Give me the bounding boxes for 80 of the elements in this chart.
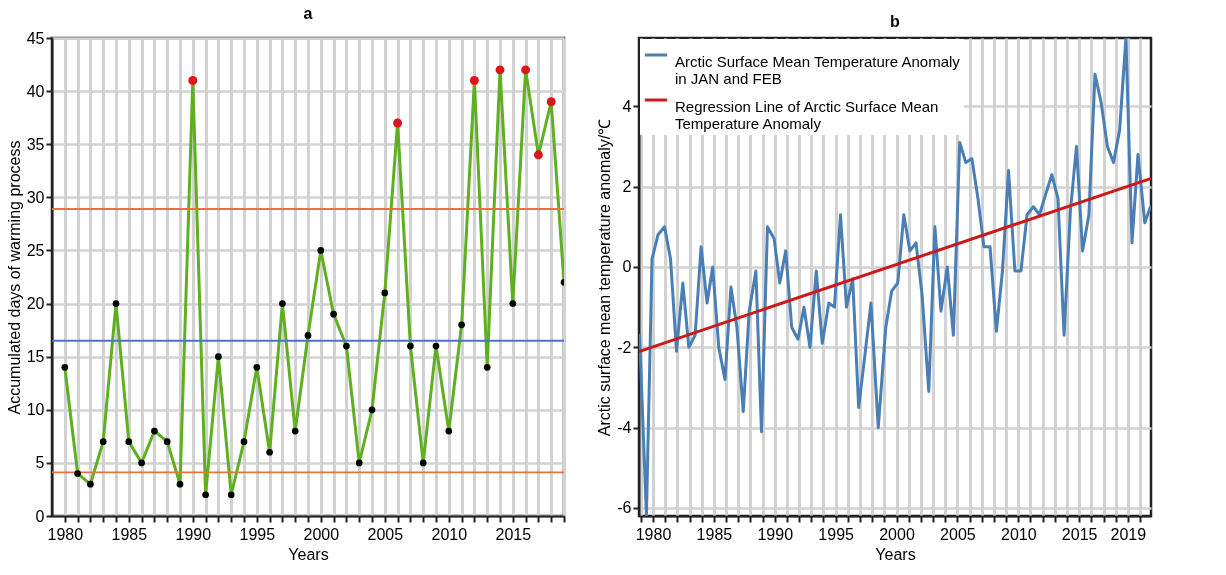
x-tick-label: 2015 [495,525,532,543]
point [240,438,248,445]
point [355,459,363,467]
point [125,438,133,445]
point [188,76,198,85]
y-tick-label: 0 [35,507,45,525]
point [445,427,453,435]
point [163,438,171,445]
x-tick-label: 1980 [47,525,84,543]
chart-title: a [303,5,313,22]
point [343,342,350,350]
y-tick-label: -2 [617,338,632,356]
point [215,353,222,361]
x-tick-label: 2010 [431,525,468,543]
legend-label: Arctic Surface Mean Temperature Anomaly in JAN and FEB [675,53,961,87]
x-axis-title: Years [288,545,329,563]
point [495,65,505,75]
x-tick-label: 1990 [757,525,794,543]
x-tick-label: 1985 [111,525,148,543]
y-tick-label: -4 [617,419,632,437]
point [227,491,235,499]
point [99,438,107,445]
y-tick-label: 35 [26,135,45,153]
point [483,363,491,371]
point [253,363,261,371]
point [74,470,81,477]
y-tick-label: 15 [26,348,45,366]
point [176,480,184,488]
x-tick-label: 2005 [940,525,976,543]
point [112,300,120,307]
x-tick-label: 1995 [818,525,855,543]
point [138,459,145,467]
x-tick-label: 1980 [635,525,672,543]
y-tick-label: 5 [35,454,45,472]
x-tick-label: 2019 [1110,525,1147,543]
y-tick-label: 2 [622,178,632,196]
point [87,480,94,488]
point [61,363,69,371]
point [368,406,376,414]
x-tick-label: 2005 [367,525,404,543]
x-tick-label: 1985 [696,525,733,543]
point [521,65,531,75]
y-tick-label: 45 [26,29,45,47]
y-tick-label: 10 [26,401,45,419]
point [151,427,158,435]
y-tick-label: 20 [26,295,45,313]
point [469,76,479,85]
x-tick-label: 1995 [239,525,276,543]
point [266,448,273,456]
y-tick-label: -6 [617,499,632,517]
point [317,247,325,254]
point [393,118,403,128]
point [533,150,543,160]
point [304,332,312,339]
y-axis-title: Arctic surface mean temperature anomaly/℃ [596,118,614,437]
x-tick-label: 1990 [175,525,212,543]
chart-title: b [890,13,901,30]
point [279,300,286,307]
y-tick-label: 25 [26,241,45,259]
x-tick-label: 2010 [1000,525,1037,543]
y-axis-title: Accumulated days of warming process [5,140,23,415]
point [202,491,209,499]
y-tick-label: 30 [26,188,45,206]
x-axis-title: Years [875,545,916,563]
x-tick-label: 2015 [1061,525,1098,543]
point [432,342,440,350]
y-tick-label: 40 [26,82,45,100]
y-tick-label: 4 [622,97,632,115]
point [330,310,337,318]
x-tick-label: 2000 [303,525,340,543]
point [458,321,465,329]
legend-label: Regression Line of Arctic Surface Mean Temperature Anomaly [675,98,939,132]
x-tick-label: 2000 [879,525,915,543]
point [419,459,427,467]
point [381,289,389,297]
point [291,427,299,435]
point [509,300,517,307]
point [546,97,556,107]
point [407,342,414,350]
y-tick-label: 0 [622,258,632,276]
